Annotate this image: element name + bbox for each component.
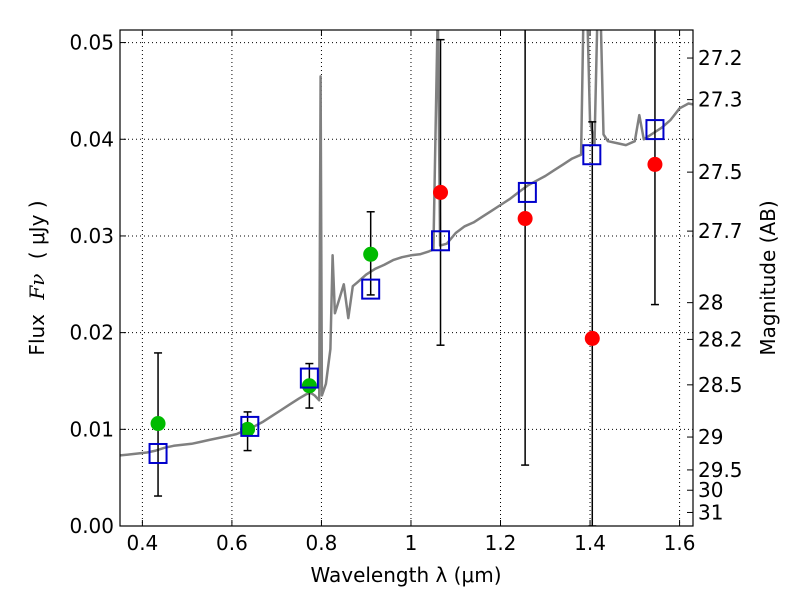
y-axis-label-text: Flux [25,314,49,356]
y-tick-label: 0.04 [69,127,114,151]
y-tick-label: 0.05 [69,31,114,55]
model-square [148,442,168,464]
magnitude-tick-label: 29.5 [698,458,743,482]
nondetection-point [584,330,600,346]
y-tick-label: 0.00 [69,514,114,538]
magnitude-tick-label: 27.2 [698,46,743,70]
nondetection-point [647,156,663,172]
magnitude-tick-label: 31 [698,500,723,524]
y-axis-label-symbol: Fν [25,274,49,301]
nondetection-point [433,184,449,200]
grid [120,30,693,526]
x-tick-label: 1.4 [574,531,606,555]
x-tick-label: 1.6 [664,531,696,555]
magnitude-axis-label: Magnitude (AB) [756,200,780,355]
x-tick-label: 0.6 [216,531,248,555]
x-tick-label: 1.2 [485,531,517,555]
x-axis-label: Wavelength λ (μm) [310,563,501,587]
detection-point [363,246,379,262]
magnitude-tick-label: 30 [698,478,723,502]
model-square [431,230,451,252]
magnitude-tick-label: 28.5 [698,373,743,397]
magnitude-tick-label: 27.5 [698,160,743,184]
magnitude-tick-label: 28 [698,291,723,315]
model-spectrum-line [120,30,693,457]
magnitude-tick-label: 29 [698,425,723,449]
model-square [517,181,537,203]
y-tick-label: 0.01 [69,417,114,441]
magnitude-tick-label: 28.2 [698,327,743,351]
detection-point [150,416,166,432]
magnitude-tick-label: 27.3 [698,88,743,112]
magnitude-tick-label: 27.7 [698,219,743,243]
x-tick-label: 0.4 [126,531,158,555]
data-markers [148,119,665,464]
model-square [299,367,319,389]
model-square [240,415,260,437]
x-tick-label: 0.8 [306,531,338,555]
y-axis-label-unit: ( μJy ) [25,200,49,259]
spectrum-layer [120,30,693,457]
model-square [582,144,602,166]
y-tick-label: 0.02 [69,321,114,345]
axis-ticks: 0.4 0.6 0.8 1 1.2 1.4 1.6 0.00 0.01 0.02 0.03 0.04 0… [69,30,743,555]
nondetection-point [517,211,533,227]
model-square [645,119,665,141]
plot-frame [119,29,694,527]
x-tick-label: 1 [405,531,418,555]
model-square [361,278,381,300]
svg-text:Flux Fν ( μJy ): Flux Fν ( μJy ) [25,200,49,355]
y-axis-label: Flux Fν ( μJy ) [25,200,49,355]
detection-point [301,378,317,394]
y-tick-label: 0.03 [69,224,114,248]
detection-point [240,421,256,437]
